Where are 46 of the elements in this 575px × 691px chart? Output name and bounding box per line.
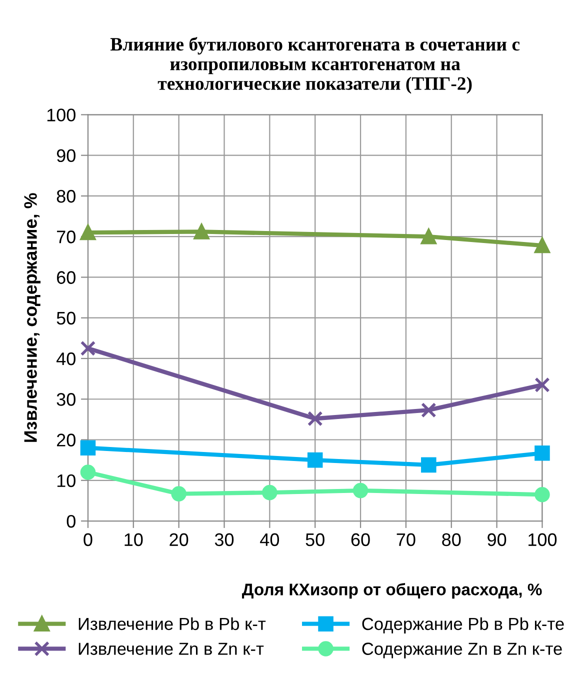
y-tick-label: 60: [57, 271, 76, 284]
x-tick-label: 40: [260, 533, 280, 546]
point: [534, 377, 550, 393]
y-tick-label: 70: [57, 230, 76, 244]
legend-label: Содержание Pb в Pb к-те: [362, 617, 564, 634]
y-tick-label: 10: [57, 474, 76, 488]
point: [171, 486, 186, 502]
point: [352, 482, 368, 498]
point: [194, 224, 210, 240]
x-tick-label: 20: [170, 533, 188, 546]
point: [421, 228, 436, 244]
y-tick-label: 50: [56, 312, 76, 325]
x-tick-label: 30: [214, 533, 234, 546]
point: [421, 402, 436, 418]
x-tick-label: 90: [488, 533, 506, 546]
y-tick-label: 40: [56, 352, 76, 366]
x-tick-label: 0: [84, 533, 92, 546]
y-tick-label: 30: [56, 393, 76, 406]
y-tick-label: 100: [47, 108, 76, 122]
x-tick-label: 70: [396, 533, 416, 546]
y-tick-label: 90: [56, 149, 76, 162]
legend-label: Извлечение Zn в Zn к-т: [78, 642, 264, 655]
y-tick-label: 80: [56, 190, 76, 203]
point: [307, 410, 323, 426]
x-tick-label: 80: [442, 533, 461, 546]
point: [80, 464, 96, 480]
point: [80, 340, 96, 356]
point: [80, 440, 96, 456]
y-tick-label: 20: [56, 434, 76, 446]
point: [421, 457, 436, 473]
x-axis-title: Доля КХизопр от общего расхода, %: [242, 582, 542, 599]
point: [534, 238, 550, 254]
chart-title: Влияние бутилового ксантогената в сочетании с изопропиловым ксантогенатом на технологические показатели (ТПГ-2): [110, 37, 520, 94]
legend-label: Содержание Zn в Zn к-те: [362, 642, 562, 658]
point: [307, 452, 323, 468]
legend-label: Извлечение Pb в Pb к-т: [78, 617, 266, 630]
x-tick-label: 10: [124, 533, 143, 546]
point: [534, 446, 550, 461]
point: [534, 486, 550, 502]
x-tick-label: 60: [351, 533, 370, 546]
point: [80, 224, 96, 240]
x-tick-label: 50: [306, 533, 324, 546]
point: [262, 484, 278, 500]
y-axis-title: Извлечение, содержание, %: [24, 193, 40, 442]
y-tick-label: 0: [66, 514, 76, 528]
x-tick-label: 100: [528, 533, 557, 546]
